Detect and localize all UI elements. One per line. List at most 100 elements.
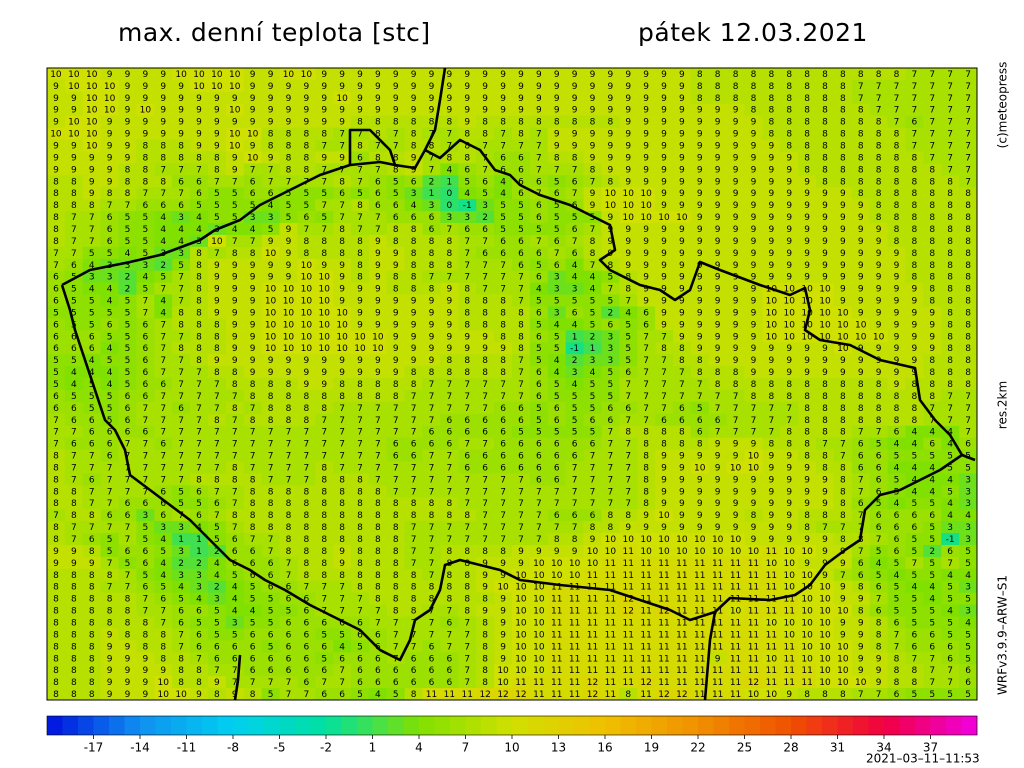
temp-value: 7 xyxy=(178,463,184,473)
temp-value: 11 xyxy=(640,571,651,581)
temp-value: 11 xyxy=(569,607,580,617)
temp-value: 8 xyxy=(411,285,417,295)
temp-value: 7 xyxy=(500,499,506,509)
temp-value: 7 xyxy=(53,440,59,450)
temp-value: 6 xyxy=(178,404,184,414)
temp-value: 7 xyxy=(286,177,292,187)
temp-value: 8 xyxy=(125,177,131,187)
temp-value: 7 xyxy=(500,392,506,402)
temp-value: 9 xyxy=(786,356,792,366)
temp-cell xyxy=(279,79,298,93)
temp-value: 9 xyxy=(697,499,703,509)
temp-value: 5 xyxy=(518,213,524,223)
temp-value: 9 xyxy=(625,94,631,104)
temp-value: 7 xyxy=(178,189,184,199)
temp-value: 5 xyxy=(160,547,166,557)
temp-cell xyxy=(136,115,155,129)
temp-value: 7 xyxy=(339,404,345,414)
temp-value: 9 xyxy=(71,547,77,557)
temp-value: 5 xyxy=(125,297,131,307)
temp-value: 7 xyxy=(214,380,220,390)
temp-value: 11 xyxy=(569,630,580,640)
temp-value: 9 xyxy=(804,261,810,271)
temp-value: 7 xyxy=(160,607,166,617)
temp-value: 7 xyxy=(947,118,953,128)
temp-value: 7 xyxy=(411,404,417,414)
temp-cell xyxy=(243,91,263,105)
temp-value: 7 xyxy=(929,118,935,128)
temp-value: 10 xyxy=(229,130,241,140)
temp-value: 10 xyxy=(193,70,205,80)
temp-value: 8 xyxy=(196,273,202,283)
temp-value: 9 xyxy=(250,308,256,318)
temp-value: 7 xyxy=(160,428,166,438)
temp-value: 6 xyxy=(89,535,95,545)
temp-value: 4 xyxy=(268,201,274,211)
temp-value: 8 xyxy=(822,511,828,521)
temp-value: 9 xyxy=(607,70,613,80)
temp-value: 8 xyxy=(679,344,685,354)
temp-value: 10 xyxy=(86,106,98,116)
temp-cell xyxy=(798,115,817,129)
temp-cell xyxy=(368,103,388,117)
temp-value: 8 xyxy=(268,404,274,414)
temp-value: 10 xyxy=(819,320,831,330)
temp-value: 8 xyxy=(142,630,148,640)
temp-value: 7 xyxy=(125,535,131,545)
temp-cell xyxy=(315,91,334,105)
temp-value: 9 xyxy=(786,249,792,259)
temp-value: 7 xyxy=(375,213,381,223)
temp-value: 10 xyxy=(175,70,187,80)
temp-cell xyxy=(941,127,960,140)
temp-value: 8 xyxy=(947,320,953,330)
temp-value: 8 xyxy=(375,499,381,509)
temp-value: 10 xyxy=(301,332,313,342)
temp-value: 4 xyxy=(536,285,542,295)
temp-value: 8 xyxy=(912,177,918,187)
temp-value: 9 xyxy=(822,261,828,271)
temp-value: 7 xyxy=(89,523,95,533)
temp-value: 6 xyxy=(858,463,864,473)
temp-value: 9 xyxy=(411,82,417,92)
temp-value: 9 xyxy=(375,70,381,80)
temp-value: 9 xyxy=(733,153,739,163)
temp-value: 9 xyxy=(357,70,363,80)
temp-value: 8 xyxy=(268,392,274,402)
temp-value: 9 xyxy=(894,249,900,259)
temp-value: 10 xyxy=(819,285,831,295)
temp-value: 9 xyxy=(357,82,363,92)
temp-value: 6 xyxy=(518,189,524,199)
temp-value: 8 xyxy=(196,344,202,354)
temp-cell xyxy=(583,127,602,140)
temp-value: 7 xyxy=(71,249,77,259)
temp-value: 8 xyxy=(178,308,184,318)
temp-cell xyxy=(726,115,745,129)
temp-value: 7 xyxy=(411,487,417,497)
temp-value: 8 xyxy=(53,595,59,605)
temp-cell xyxy=(297,115,316,129)
temp-value: 6 xyxy=(268,571,274,581)
temp-value: 6 xyxy=(178,607,184,617)
temp-value: 10 xyxy=(211,237,223,247)
temp-value: 8 xyxy=(160,177,166,187)
temp-value: 10 xyxy=(68,82,80,92)
temp-value: 7 xyxy=(572,463,578,473)
temp-value: 9 xyxy=(804,249,810,259)
temp-value: 11 xyxy=(783,607,794,617)
temp-value: 10 xyxy=(605,547,617,557)
temp-value: 4 xyxy=(894,571,900,581)
temp-value: 8 xyxy=(947,297,953,307)
temp-value: 2 xyxy=(607,308,613,318)
temp-value: 7 xyxy=(947,416,953,426)
temp-value: 4 xyxy=(214,571,220,581)
temp-value: 8 xyxy=(482,130,488,140)
temp-value: 4 xyxy=(894,499,900,509)
temp-value: 7 xyxy=(858,547,864,557)
temp-value: 7 xyxy=(429,416,435,426)
temp-value: 9 xyxy=(715,320,721,330)
temp-value: 7 xyxy=(429,547,435,557)
temp-value: 7 xyxy=(518,368,524,378)
temp-value: 10 xyxy=(551,571,563,581)
temp-value: 4 xyxy=(894,463,900,473)
temp-value: 10 xyxy=(766,308,778,318)
